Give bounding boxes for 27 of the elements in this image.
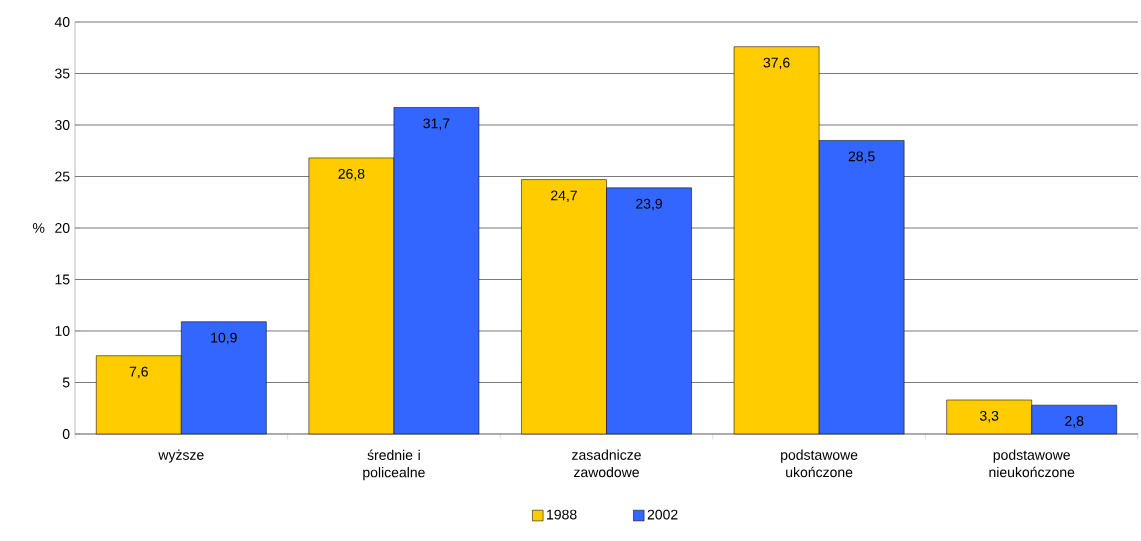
- data-label: 23,9: [636, 198, 662, 211]
- data-label: 7,6: [129, 366, 148, 379]
- y-tick-label: 5: [62, 377, 70, 388]
- legend-label: 2002: [647, 509, 678, 520]
- data-label: 28,5: [848, 151, 875, 163]
- y-tick-label: 0: [62, 429, 70, 439]
- x-tick-label: zasadnicze zawodowe: [572, 449, 641, 478]
- y-tick-label: 10: [55, 326, 70, 336]
- data-label: 3,3: [979, 410, 999, 423]
- y-tick-label: 30: [55, 120, 70, 130]
- y-tick-label: 35: [55, 68, 70, 79]
- x-tick-label: podstawowe nieukończone: [989, 449, 1075, 478]
- legend-label: 1988: [547, 509, 577, 520]
- y-axis-title: %: [32, 223, 45, 233]
- data-label: 10,9: [211, 332, 237, 345]
- y-tick-label: 40: [54, 17, 70, 27]
- data-label: 2,8: [1065, 416, 1084, 428]
- y-tick-label: 20: [55, 223, 70, 233]
- x-tick-label: wyższe: [158, 449, 204, 463]
- data-label: 37,6: [763, 57, 790, 70]
- x-tick-label: średnie i policealne: [363, 449, 425, 481]
- data-label: 26,8: [338, 168, 365, 181]
- y-tick-label: 15: [55, 274, 70, 285]
- y-tick-label: 25: [55, 171, 70, 182]
- data-label: 24,7: [551, 190, 577, 203]
- x-tick-label: podstawowe ukończone: [781, 449, 858, 478]
- data-label: 31,7: [423, 118, 450, 130]
